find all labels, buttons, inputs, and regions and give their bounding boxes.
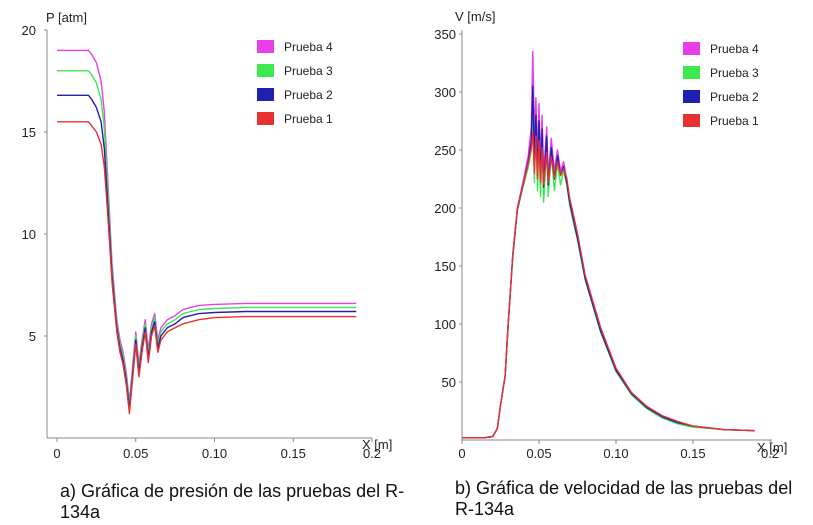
velocity-x-tick-label: 0.15 <box>680 446 705 461</box>
velocity-series-line-prueba-3 <box>462 108 755 439</box>
velocity-y-axis-label: V [m/s] <box>455 9 495 24</box>
velocity-series-line-prueba-2 <box>462 85 755 439</box>
velocity-legend-swatch <box>683 90 700 103</box>
velocity-y-tick-label: 100 <box>434 317 456 332</box>
velocity-x-axis-label: X [m] <box>757 440 787 455</box>
pressure-x-tick-label: 0 <box>53 446 60 461</box>
pressure-y-tick-label: 10 <box>22 227 36 242</box>
velocity-legend-label: Prueba 1 <box>710 114 759 128</box>
pressure-legend-label: Prueba 2 <box>284 88 333 102</box>
pressure-y-ticks: 5 10 15 20 <box>22 23 47 344</box>
velocity-y-tick-label: 50 <box>442 375 456 390</box>
velocity-x-tick-label: 0 <box>458 446 465 461</box>
pressure-legend-swatch <box>257 88 274 101</box>
velocity-legend-swatch <box>683 66 700 79</box>
pressure-legend: Prueba 4 Prueba 3 Prueba 2 Prueba 1 <box>257 40 333 126</box>
pressure-legend-label: Prueba 3 <box>284 64 333 78</box>
pressure-legend-swatch <box>257 64 274 77</box>
velocity-legend-swatch <box>683 42 700 55</box>
velocity-caption: b) Gráfica de velocidad de las pruebas d… <box>455 478 793 519</box>
pressure-x-tick-label: 0.15 <box>281 446 306 461</box>
pressure-series-lines <box>57 49 357 415</box>
pressure-legend-label: Prueba 4 <box>284 40 333 54</box>
pressure-series-line-prueba-1 <box>57 121 357 415</box>
velocity-y-tick-label: 300 <box>434 85 456 100</box>
pressure-caption: a) Gráfica de presión de las pruebas del… <box>60 481 405 522</box>
velocity-y-tick-label: 250 <box>434 143 456 158</box>
velocity-x-ticks: 0 0.05 0.10 0.15 0.2 <box>458 440 779 461</box>
velocity-legend: Prueba 4 Prueba 3 Prueba 2 Prueba 1 <box>683 42 759 128</box>
velocity-x-tick-label: 0.2 <box>761 446 779 461</box>
pressure-x-tick-label: 0.05 <box>123 446 148 461</box>
velocity-legend-label: Prueba 4 <box>710 42 759 56</box>
pressure-chart: P [atm] X [m] 0 0.05 0.10 0.15 0.2 5 10 15 20 P… <box>22 10 393 461</box>
velocity-series-lines <box>462 50 755 439</box>
velocity-legend-swatch <box>683 114 700 127</box>
velocity-legend-label: Prueba 2 <box>710 90 759 104</box>
velocity-x-tick-label: 0.05 <box>526 446 551 461</box>
pressure-x-ticks: 0 0.05 0.10 0.15 0.2 <box>53 438 381 461</box>
pressure-y-tick-label: 20 <box>22 23 36 38</box>
pressure-legend-label: Prueba 1 <box>284 112 333 126</box>
pressure-y-tick-label: 5 <box>29 329 36 344</box>
velocity-series-line-prueba-1 <box>462 131 755 439</box>
velocity-y-ticks: 50 100 150 200 250 300 350 <box>434 27 462 390</box>
pressure-y-axis-label: P [atm] <box>46 10 87 25</box>
velocity-y-tick-label: 200 <box>434 201 456 216</box>
pressure-x-axis-label: X [m] <box>362 437 392 452</box>
pressure-legend-swatch <box>257 40 274 53</box>
velocity-legend-label: Prueba 3 <box>710 66 759 80</box>
pressure-legend-swatch <box>257 112 274 125</box>
pressure-series-line-prueba-2 <box>57 94 357 411</box>
velocity-series-line-prueba-4 <box>462 50 755 439</box>
velocity-y-tick-label: 150 <box>434 259 456 274</box>
velocity-chart: V [m/s] X [m] 0 0.05 0.10 0.15 0.2 50 100 150 2… <box>434 9 787 461</box>
velocity-x-tick-label: 0.10 <box>603 446 628 461</box>
velocity-y-tick-label: 350 <box>434 27 456 42</box>
pressure-y-tick-label: 15 <box>22 125 36 140</box>
pressure-x-tick-label: 0.2 <box>363 446 381 461</box>
pressure-x-tick-label: 0.10 <box>202 446 227 461</box>
